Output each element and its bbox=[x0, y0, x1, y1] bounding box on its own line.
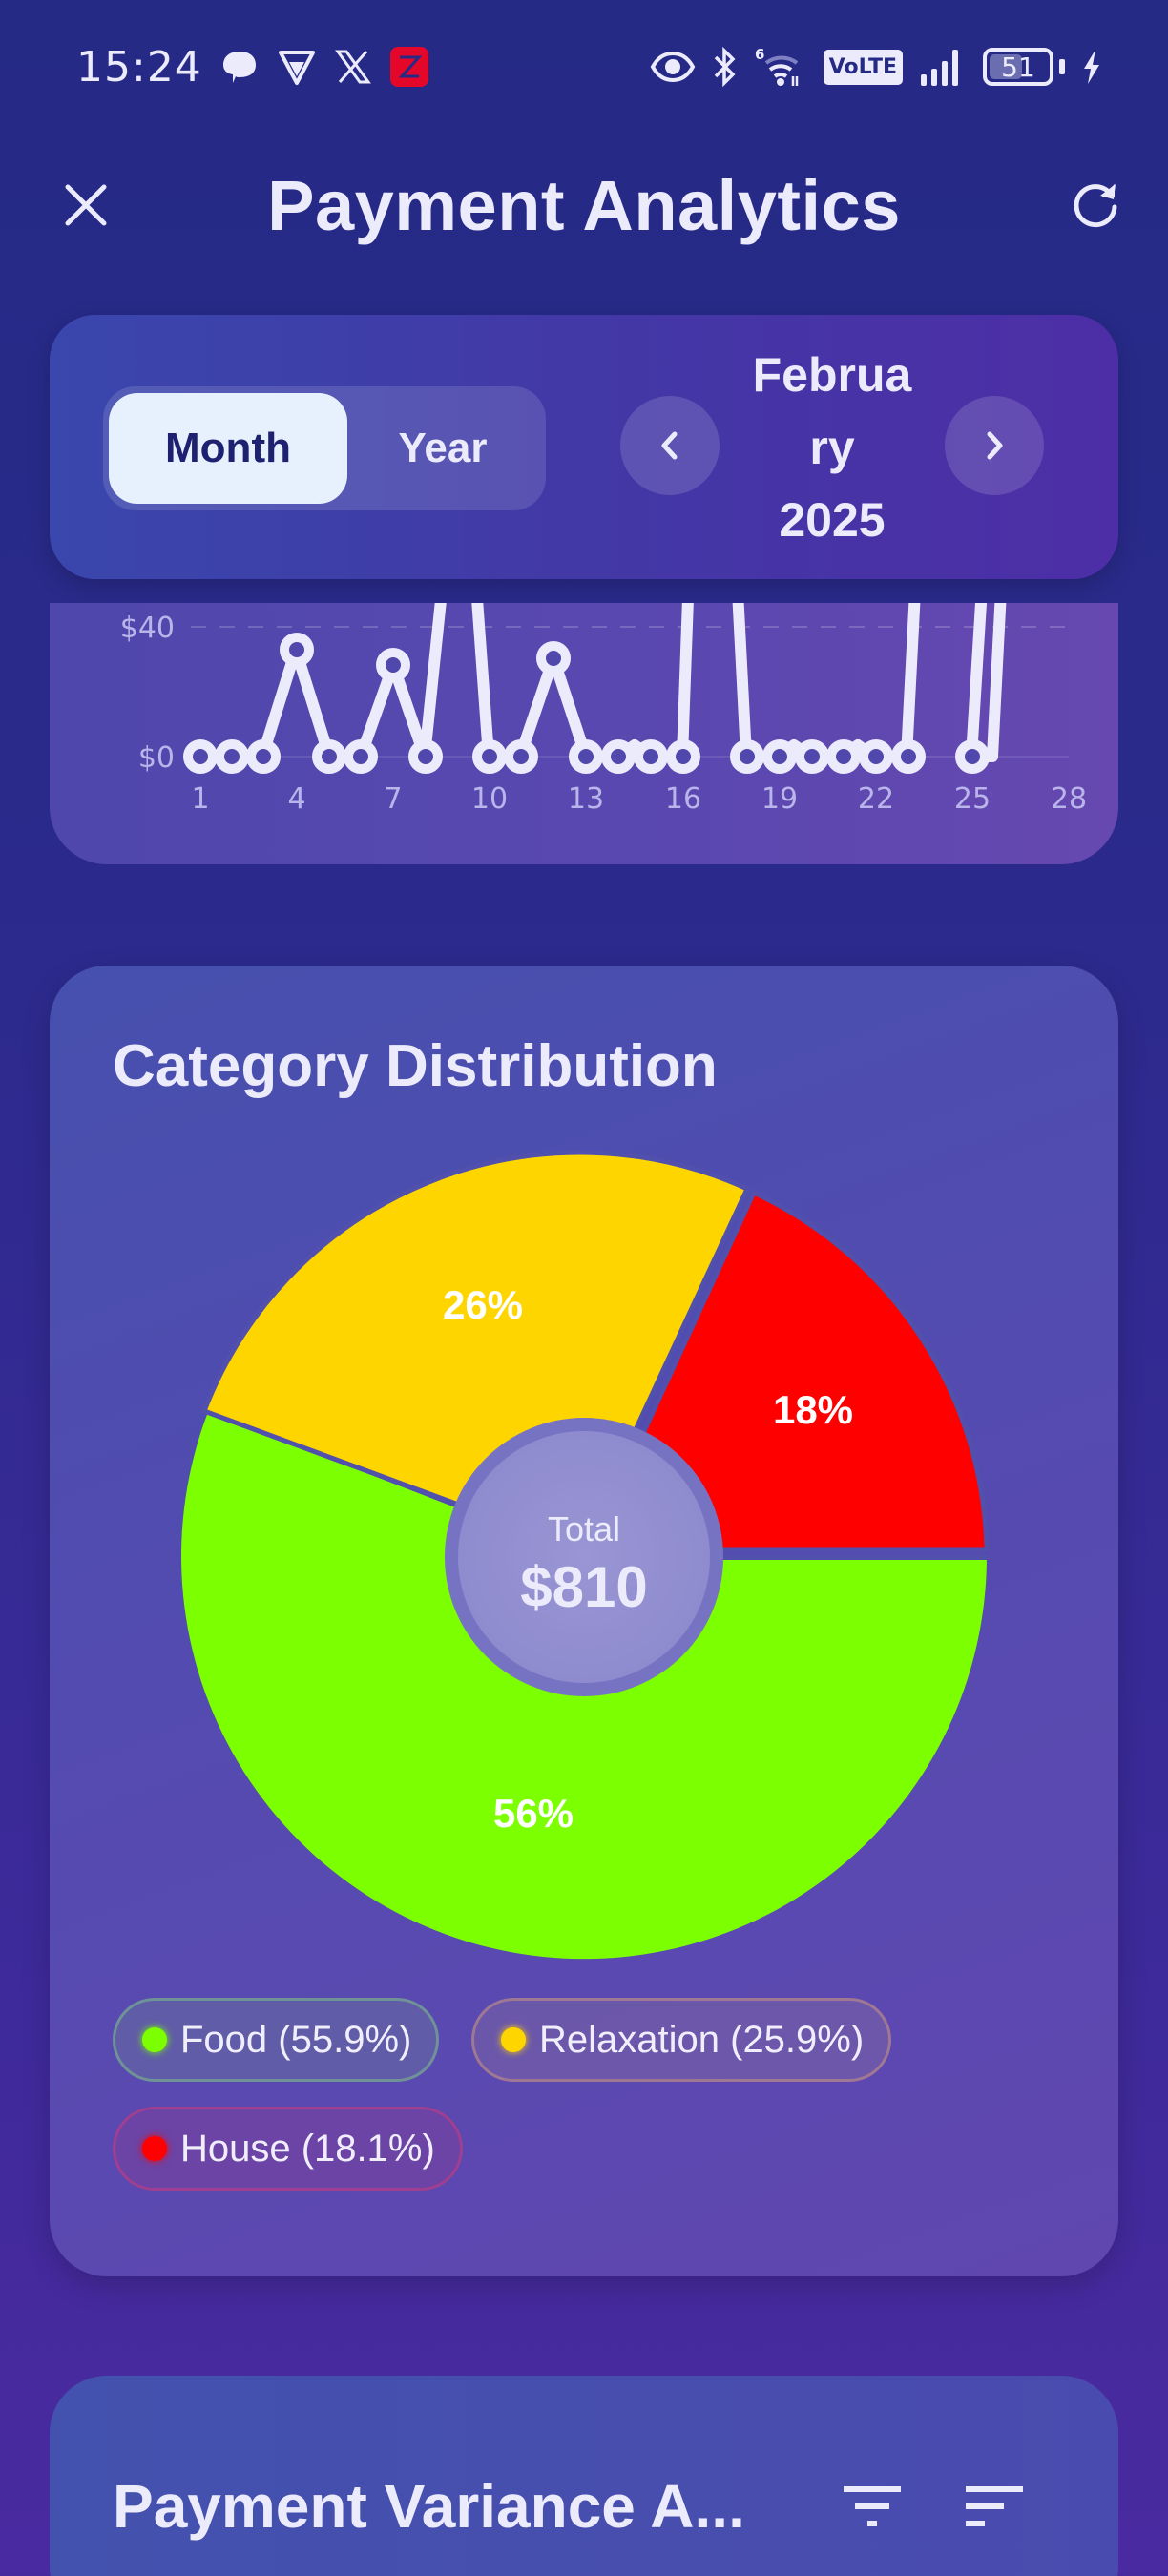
previous-period-button[interactable] bbox=[620, 396, 720, 495]
svg-text:7: 7 bbox=[384, 782, 402, 816]
svg-text:16: 16 bbox=[665, 782, 701, 816]
charging-icon bbox=[1082, 48, 1101, 86]
chat-bubble-icon bbox=[219, 47, 260, 87]
svg-text:22: 22 bbox=[858, 782, 894, 816]
payment-variance-title: Payment Variance A... bbox=[113, 2472, 745, 2541]
svg-text:28: 28 bbox=[1051, 782, 1087, 816]
legend-label-relaxation: Relaxation (25.9%) bbox=[539, 2018, 865, 2061]
volte-icon: VoLTE bbox=[823, 49, 903, 85]
eye-icon bbox=[650, 51, 696, 83]
y-tick-40: $40 bbox=[120, 612, 175, 645]
donut-center-value: $810 bbox=[520, 1555, 647, 1619]
status-time: 15:24 bbox=[76, 42, 202, 92]
period-selector-card: Month Year Februa ry 2025 bbox=[50, 315, 1118, 579]
page-title: Payment Analytics bbox=[267, 165, 901, 245]
svg-text:25: 25 bbox=[954, 782, 991, 816]
x-axis-ticks: 1 4 7 10 13 16 19 22 25 28 bbox=[191, 782, 1087, 816]
legend-dot-food bbox=[142, 2027, 167, 2052]
period-line-3: 2025 bbox=[779, 493, 886, 547]
chevron-right-icon bbox=[987, 431, 1003, 460]
slice-label-food: 56% bbox=[493, 1791, 574, 1836]
svg-text:6: 6 bbox=[755, 46, 764, 63]
z-app-icon bbox=[389, 46, 429, 88]
android-shield-icon bbox=[277, 47, 317, 87]
slice-label-relaxation: 26% bbox=[443, 1282, 523, 1327]
battery-tip bbox=[1059, 59, 1065, 74]
category-distribution-title: Category Distribution bbox=[113, 1033, 718, 1099]
signal-icon bbox=[920, 46, 966, 88]
legend-dot-house bbox=[142, 2136, 167, 2161]
category-distribution-card: Category Distribution Total $810 56% 26%… bbox=[50, 966, 1118, 2276]
legend-item-house[interactable]: House (18.1%) bbox=[113, 2107, 463, 2191]
svg-text:13: 13 bbox=[568, 782, 604, 816]
svg-text:4: 4 bbox=[287, 782, 305, 816]
filter-icon bbox=[844, 2486, 901, 2526]
slice-label-house: 18% bbox=[773, 1387, 853, 1432]
payment-variance-card: Payment Variance A... bbox=[50, 2376, 1118, 2576]
legend-label-food: Food (55.9%) bbox=[180, 2018, 412, 2061]
battery-icon: 51 bbox=[983, 48, 1053, 86]
chevron-left-icon bbox=[661, 431, 678, 460]
close-icon bbox=[65, 184, 107, 226]
daily-spending-chart-card: $40 $0 1 4 7 10 13 16 19 22 25 28 bbox=[50, 603, 1118, 864]
refresh-icon bbox=[1074, 184, 1117, 228]
svg-text:10: 10 bbox=[471, 782, 508, 816]
sort-button[interactable] bbox=[964, 2483, 1025, 2530]
wifi6-icon: 6 bbox=[755, 46, 806, 88]
tab-year[interactable]: Year bbox=[398, 425, 488, 471]
filter-button[interactable] bbox=[842, 2483, 903, 2530]
category-donut-chart[interactable]: Total $810 56% 26% 18% bbox=[50, 966, 1118, 2276]
next-period-button[interactable] bbox=[945, 396, 1044, 495]
donut-center-label: Total bbox=[548, 1509, 620, 1548]
legend-item-food[interactable]: Food (55.9%) bbox=[113, 1998, 440, 2082]
current-period-label: Februa ry 2025 bbox=[727, 339, 937, 556]
status-bar: 15:24 6 VoLTE 51 bbox=[0, 0, 1168, 134]
data-point-markers bbox=[183, 633, 990, 774]
x-icon bbox=[334, 48, 372, 86]
legend-dot-relaxation bbox=[501, 2027, 526, 2052]
sort-icon bbox=[966, 2486, 1023, 2526]
refresh-button[interactable] bbox=[1063, 172, 1130, 239]
close-button[interactable] bbox=[52, 172, 119, 239]
period-line-2: ry bbox=[809, 421, 855, 474]
period-line-1: Februa bbox=[752, 348, 912, 402]
y-tick-0: $0 bbox=[138, 741, 175, 775]
app-header: Payment Analytics bbox=[0, 143, 1168, 267]
svg-text:19: 19 bbox=[761, 782, 798, 816]
pie-slice-house[interactable] bbox=[586, 1189, 990, 1552]
tab-month[interactable]: Month bbox=[109, 393, 347, 504]
period-toggle: Month Year bbox=[103, 386, 546, 510]
legend-label-house: House (18.1%) bbox=[180, 2127, 435, 2170]
legend-item-relaxation[interactable]: Relaxation (25.9%) bbox=[471, 1998, 892, 2082]
bluetooth-icon bbox=[713, 47, 738, 87]
svg-text:1: 1 bbox=[191, 782, 209, 816]
daily-spending-line-chart[interactable]: $40 $0 1 4 7 10 13 16 19 22 25 28 bbox=[50, 603, 1118, 864]
